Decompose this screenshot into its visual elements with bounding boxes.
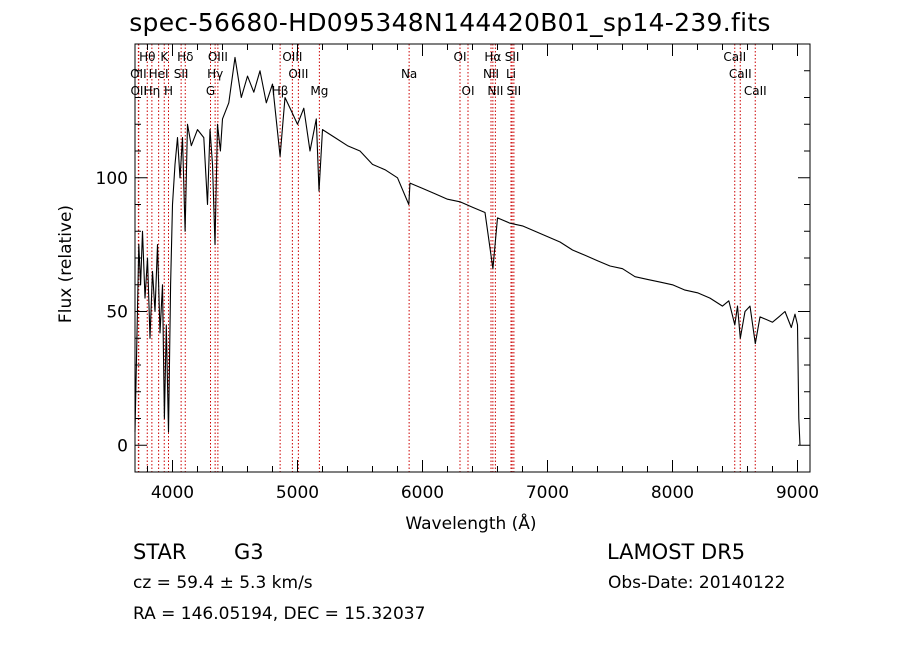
plot-frame (134, 43, 811, 473)
x-axis-label: Wavelength (Å) (405, 512, 536, 534)
line-label: CaII (729, 67, 752, 81)
line-label: OIII (208, 50, 228, 64)
y-tick-label: 100 (96, 169, 128, 189)
line-label: Hθ (139, 50, 155, 64)
line-label: G (206, 84, 215, 98)
line-label: Na (401, 67, 417, 81)
line-label: Hδ (177, 50, 193, 64)
line-label: OI (454, 50, 467, 64)
line-label: OII (130, 67, 147, 81)
line-label: OI (462, 84, 475, 98)
y-axis-label: Flux (relative) (56, 205, 76, 323)
line-label: SII (174, 67, 189, 81)
x-tick-label: 6000 (401, 483, 444, 503)
line-label: Hβ (272, 84, 289, 98)
survey-name: LAMOST DR5 (607, 540, 746, 564)
line-label: Li (506, 67, 516, 81)
spectrum-series-line (134, 56, 801, 446)
obs-date: Obs-Date: 20140122 (608, 573, 786, 593)
line-label: Mg (310, 84, 328, 98)
y-tick-label: 0 (117, 436, 128, 456)
x-tick-label: 9000 (776, 483, 819, 503)
x-tick-label: 7000 (526, 483, 569, 503)
line-label: CaII (723, 50, 746, 64)
x-tick-label: 4000 (151, 483, 194, 503)
object-class: STAR (133, 540, 187, 564)
sky-coordinates: RA = 146.05194, DEC = 15.32037 (133, 604, 426, 624)
line-label: OIII (288, 67, 308, 81)
line-label: HeI (149, 67, 169, 81)
line-label: K (160, 50, 169, 64)
y-axis-ticks: 0 50 100 (96, 70, 810, 473)
object-subclass: G3 (234, 540, 264, 564)
line-label: OII (130, 84, 147, 98)
line-label: H (164, 84, 173, 98)
x-tick-label: 5000 (276, 483, 319, 503)
line-label: CaII (744, 84, 767, 98)
line-label: Hα (484, 50, 501, 64)
line-label: Hη (144, 84, 161, 98)
spectral-line-markers (137, 44, 756, 472)
x-tick-label: 8000 (651, 483, 694, 503)
y-tick-label: 50 (106, 303, 128, 323)
line-label: SII (505, 50, 520, 64)
line-label: Hγ (207, 67, 223, 81)
x-axis-ticks: 4000 5000 6000 7000 8000 9000 (147, 44, 819, 503)
line-label: OIII (282, 50, 302, 64)
redshift-readout: cz = 59.4 ± 5.3 km/s (133, 573, 313, 593)
line-label: NII (487, 84, 503, 98)
chart-title: spec-56680-HD095348N144420B01_sp14-239.f… (129, 8, 771, 37)
line-label: SII (507, 84, 522, 98)
line-label: NII (483, 67, 499, 81)
